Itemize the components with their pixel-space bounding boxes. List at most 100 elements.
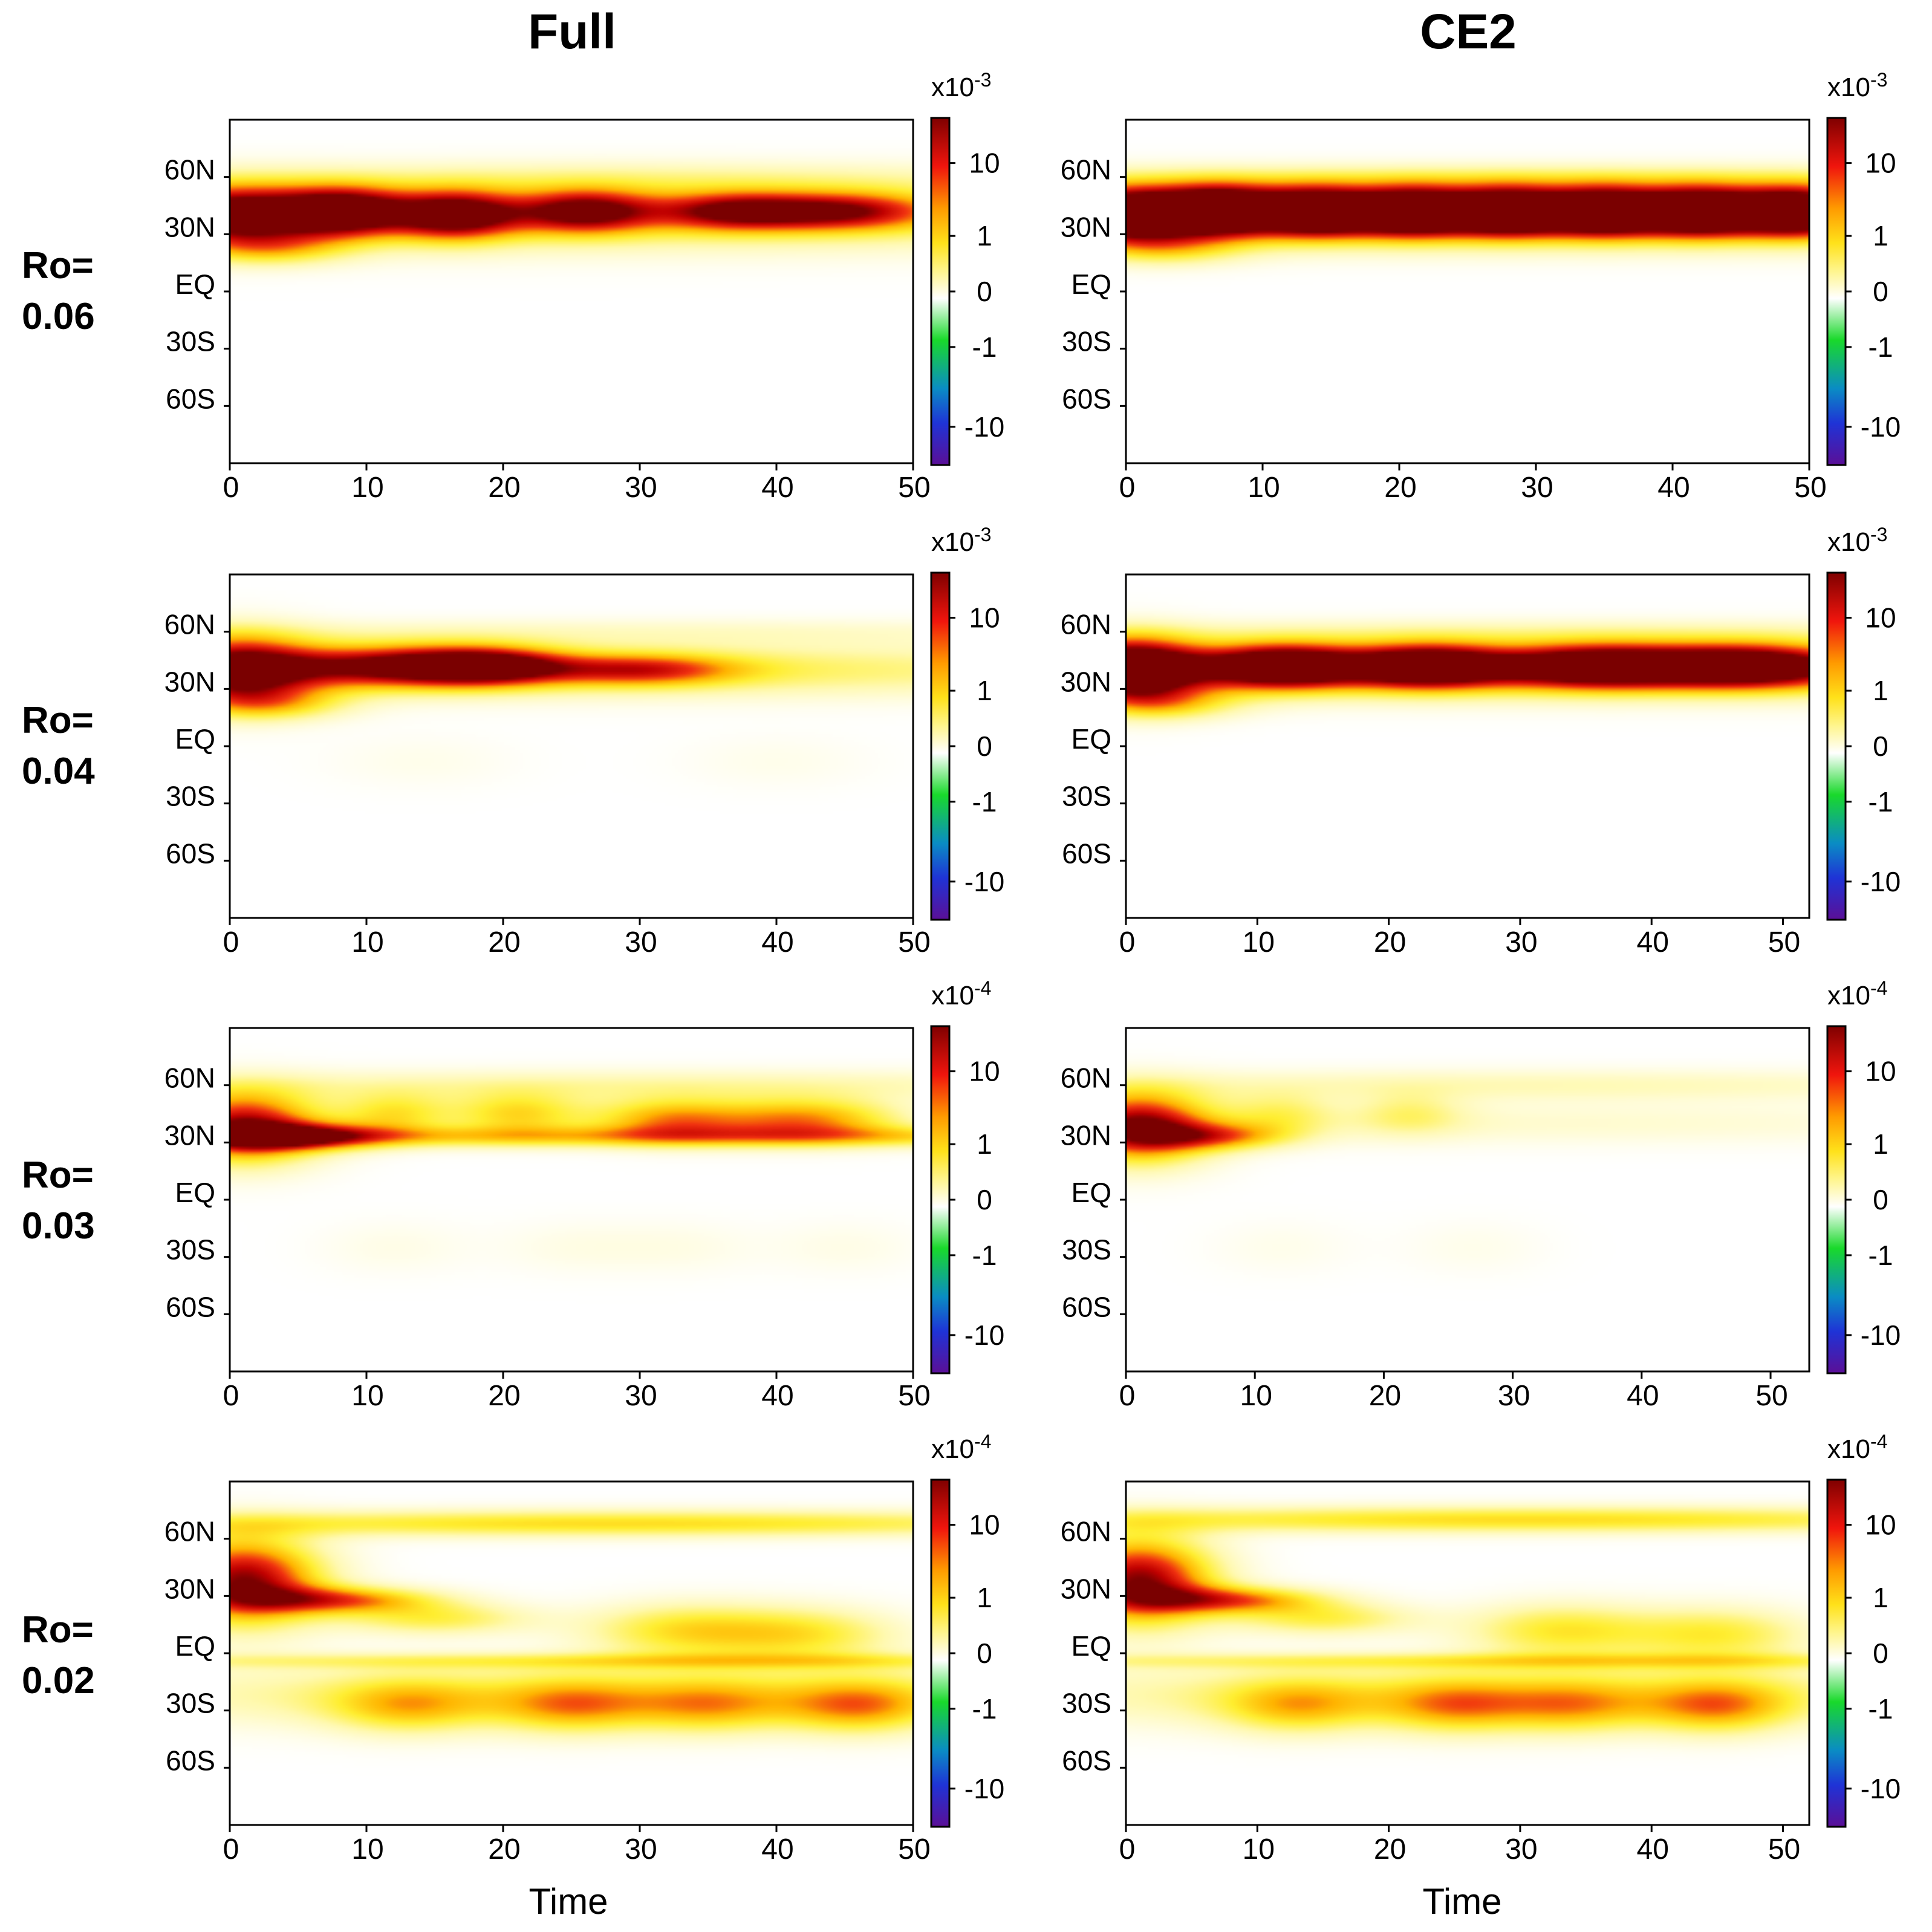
x-tick-label: 20	[488, 472, 520, 504]
x-tick-label: 40	[761, 926, 793, 958]
x-tick-label: 10	[1240, 1380, 1272, 1412]
row-label-ro004-line2: 0.04	[22, 750, 95, 792]
row-label-ro006-line1: Ro=	[22, 245, 94, 287]
colorbar-tick-label: 1	[1873, 220, 1888, 252]
heatmap-field	[1126, 1482, 1809, 1825]
colorbar-tick-label: -1	[1869, 786, 1893, 818]
y-tick-label: 60N	[1061, 609, 1111, 640]
y-tick-label: EQ	[1072, 723, 1111, 755]
colorbar-tick-label: 0	[1873, 730, 1888, 762]
colorbar-tick-label: 1	[977, 1582, 992, 1613]
colorbar-tick-label: 0	[977, 276, 992, 307]
x-tick-label: 50	[898, 1833, 930, 1865]
colorbar-tick-label: 1	[977, 220, 992, 252]
colorbar-exponent: x10-4	[1827, 1431, 1887, 1464]
x-tick-label: 50	[898, 926, 930, 958]
colorbar-tick-label: 0	[977, 1638, 992, 1669]
colorbar-tick-label: -10	[1861, 866, 1901, 897]
x-tick-label: 0	[1119, 1833, 1136, 1865]
y-tick-label: 30N	[164, 211, 215, 242]
x-tick-label: 40	[1637, 926, 1669, 958]
x-tick-label: 20	[1369, 1380, 1401, 1412]
colorbar-tick-label: 10	[969, 148, 1000, 179]
colorbar	[930, 1478, 951, 1828]
colorbar-tick-label: 0	[1873, 276, 1888, 307]
colorbar-exponent: x10-4	[931, 1431, 991, 1464]
y-tick-label: 30N	[1061, 211, 1111, 242]
x-tick-label: 0	[1119, 1380, 1136, 1412]
x-tick-label: 0	[1119, 472, 1136, 504]
y-tick-label: 30N	[1061, 1573, 1111, 1604]
x-tick-label: 40	[761, 472, 793, 504]
x-tick-label: 40	[1627, 1380, 1659, 1412]
column-title-full: Full	[528, 4, 616, 59]
colorbar-tick-label: 10	[1865, 1509, 1896, 1541]
x-tick-label: 30	[625, 1380, 657, 1412]
colorbar	[1826, 571, 1847, 921]
colorbar-tick-label: -10	[964, 866, 1004, 897]
colorbar-exponent: x10-3	[1827, 524, 1887, 557]
row-label-ro004-line1: Ro=	[22, 700, 94, 741]
heatmap-field	[1126, 1028, 1809, 1371]
y-tick-label: 30S	[1062, 1234, 1111, 1266]
colorbar-tick-label: -1	[1869, 1240, 1893, 1271]
heatmap-field	[230, 1028, 913, 1371]
row-label-ro006-line2: 0.06	[22, 296, 95, 337]
colorbar-tick-label: 0	[1873, 1184, 1888, 1215]
y-tick-label: 60S	[1062, 383, 1111, 414]
colorbar-tick-label: 10	[1865, 148, 1896, 179]
colorbar	[1826, 1478, 1847, 1828]
x-tick-label: 20	[1374, 926, 1406, 958]
colorbar-tick-label: 1	[1873, 1128, 1888, 1160]
x-tick-label: 0	[223, 926, 239, 958]
row-label-ro003-line2: 0.03	[22, 1205, 95, 1247]
y-tick-label: 30N	[164, 1573, 215, 1604]
y-tick-label: 60S	[166, 1745, 215, 1776]
x-tick-label: 10	[351, 472, 383, 504]
x-tick-label: 0	[223, 472, 239, 504]
colorbar-tick-label: 10	[1865, 602, 1896, 634]
colorbar-exponent: x10-3	[1827, 69, 1887, 102]
y-tick-label: 30S	[166, 1234, 215, 1266]
y-tick-label: 60S	[1062, 838, 1111, 869]
colorbar	[1826, 1025, 1847, 1374]
y-tick-label: EQ	[1072, 1630, 1111, 1662]
column-title-ce2: CE2	[1420, 4, 1517, 59]
heatmap-field	[230, 574, 913, 918]
colorbar	[930, 117, 951, 466]
x-tick-label: 30	[1505, 1833, 1537, 1865]
x-tick-label: 50	[1794, 472, 1826, 504]
x-tick-label: 0	[223, 1833, 239, 1865]
y-tick-label: EQ	[175, 723, 215, 755]
x-tick-label: 30	[1521, 472, 1553, 504]
colorbar-tick-label: -10	[1861, 1319, 1901, 1351]
y-tick-label: 60N	[164, 1516, 215, 1547]
colorbar-tick-label: -10	[964, 1773, 1004, 1804]
row-label-ro002-line1: Ro=	[22, 1609, 94, 1651]
x-tick-label: 10	[351, 1833, 383, 1865]
colorbar-tick-label: 0	[977, 730, 992, 762]
colorbar-tick-label: -10	[1861, 1773, 1901, 1804]
colorbar-tick-label: -10	[964, 1319, 1004, 1351]
colorbar	[930, 1025, 951, 1374]
y-tick-label: 60S	[166, 1291, 215, 1322]
x-tick-label: 10	[351, 926, 383, 958]
x-tick-label: 50	[898, 472, 930, 504]
x-tick-label: 30	[1505, 926, 1537, 958]
x-tick-label: 0	[223, 1380, 239, 1412]
y-tick-label: 60S	[166, 838, 215, 869]
colorbar-tick-label: 0	[1873, 1638, 1888, 1669]
x-tick-label: 40	[1637, 1833, 1669, 1865]
y-tick-label: 30S	[166, 1688, 215, 1719]
x-tick-label: 30	[625, 926, 657, 958]
colorbar-tick-label: -1	[1869, 331, 1893, 363]
heatmap-field	[1126, 120, 1809, 463]
